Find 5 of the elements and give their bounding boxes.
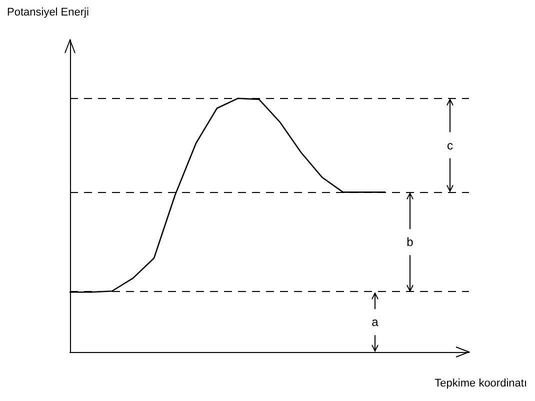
chart-title: Potansiyel Enerji (7, 6, 89, 18)
annotation: a (372, 315, 379, 330)
x-axis-title: Tepkime koordinatı (434, 378, 528, 390)
annotation: b (406, 235, 414, 250)
annotation: c (447, 138, 453, 152)
